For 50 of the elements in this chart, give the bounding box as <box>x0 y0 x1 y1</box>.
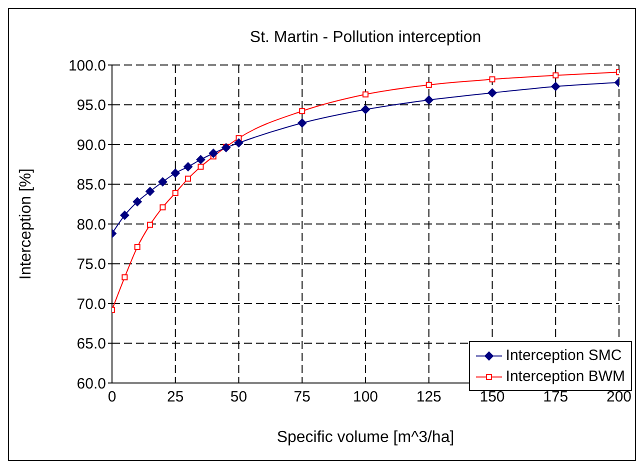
y-tick-label: 85.0 <box>76 176 106 194</box>
x-tick-label: 175 <box>543 388 568 406</box>
y-tick-label: 60.0 <box>76 375 106 392</box>
y-tick-label: 70.0 <box>76 296 106 313</box>
point <box>134 244 140 250</box>
point <box>489 76 496 82</box>
legend-label: Interception SMC <box>506 347 622 364</box>
point <box>551 82 560 91</box>
y-tick-label: 65.0 <box>76 336 106 353</box>
point <box>172 190 178 196</box>
x-tick-label: 200 <box>606 388 632 406</box>
y-tick-label: 90.0 <box>76 136 106 154</box>
y-tick-label: 75.0 <box>76 256 106 274</box>
point <box>185 176 192 182</box>
y-axis-title: Interception [%] <box>18 168 35 280</box>
y-tick-label: 80.0 <box>76 216 106 234</box>
x-tick-label: 50 <box>230 388 248 406</box>
point <box>552 72 559 78</box>
x-tick-label: 25 <box>167 388 184 406</box>
legend-label: Interception BWM <box>506 368 625 385</box>
point <box>122 274 128 280</box>
point <box>132 197 142 206</box>
point <box>426 82 432 88</box>
point <box>196 155 206 164</box>
point <box>488 88 497 98</box>
x-tick-label: 75 <box>294 388 310 406</box>
point <box>298 118 307 128</box>
x-tick-label: 100 <box>352 388 378 406</box>
point <box>198 164 204 170</box>
x-axis-title: Specific volume [m^3/ha] <box>276 429 454 446</box>
point <box>362 91 368 98</box>
point <box>361 105 370 114</box>
point <box>158 177 168 186</box>
point <box>184 162 193 172</box>
x-tick-label: 150 <box>480 388 505 406</box>
point <box>147 222 154 228</box>
point <box>424 95 434 104</box>
point <box>208 148 218 158</box>
x-tick-label: 125 <box>416 388 442 406</box>
point <box>222 143 231 152</box>
point <box>234 138 244 148</box>
chart-title: St. Martin - Pollution interception <box>248 29 482 47</box>
y-tick-label: 100.0 <box>68 57 106 74</box>
point <box>170 168 180 178</box>
point <box>299 108 306 114</box>
point <box>120 210 130 220</box>
y-tick-label: 95.0 <box>76 97 106 114</box>
point <box>160 204 166 210</box>
x-tick-label: 0 <box>108 388 116 406</box>
point <box>146 186 155 196</box>
